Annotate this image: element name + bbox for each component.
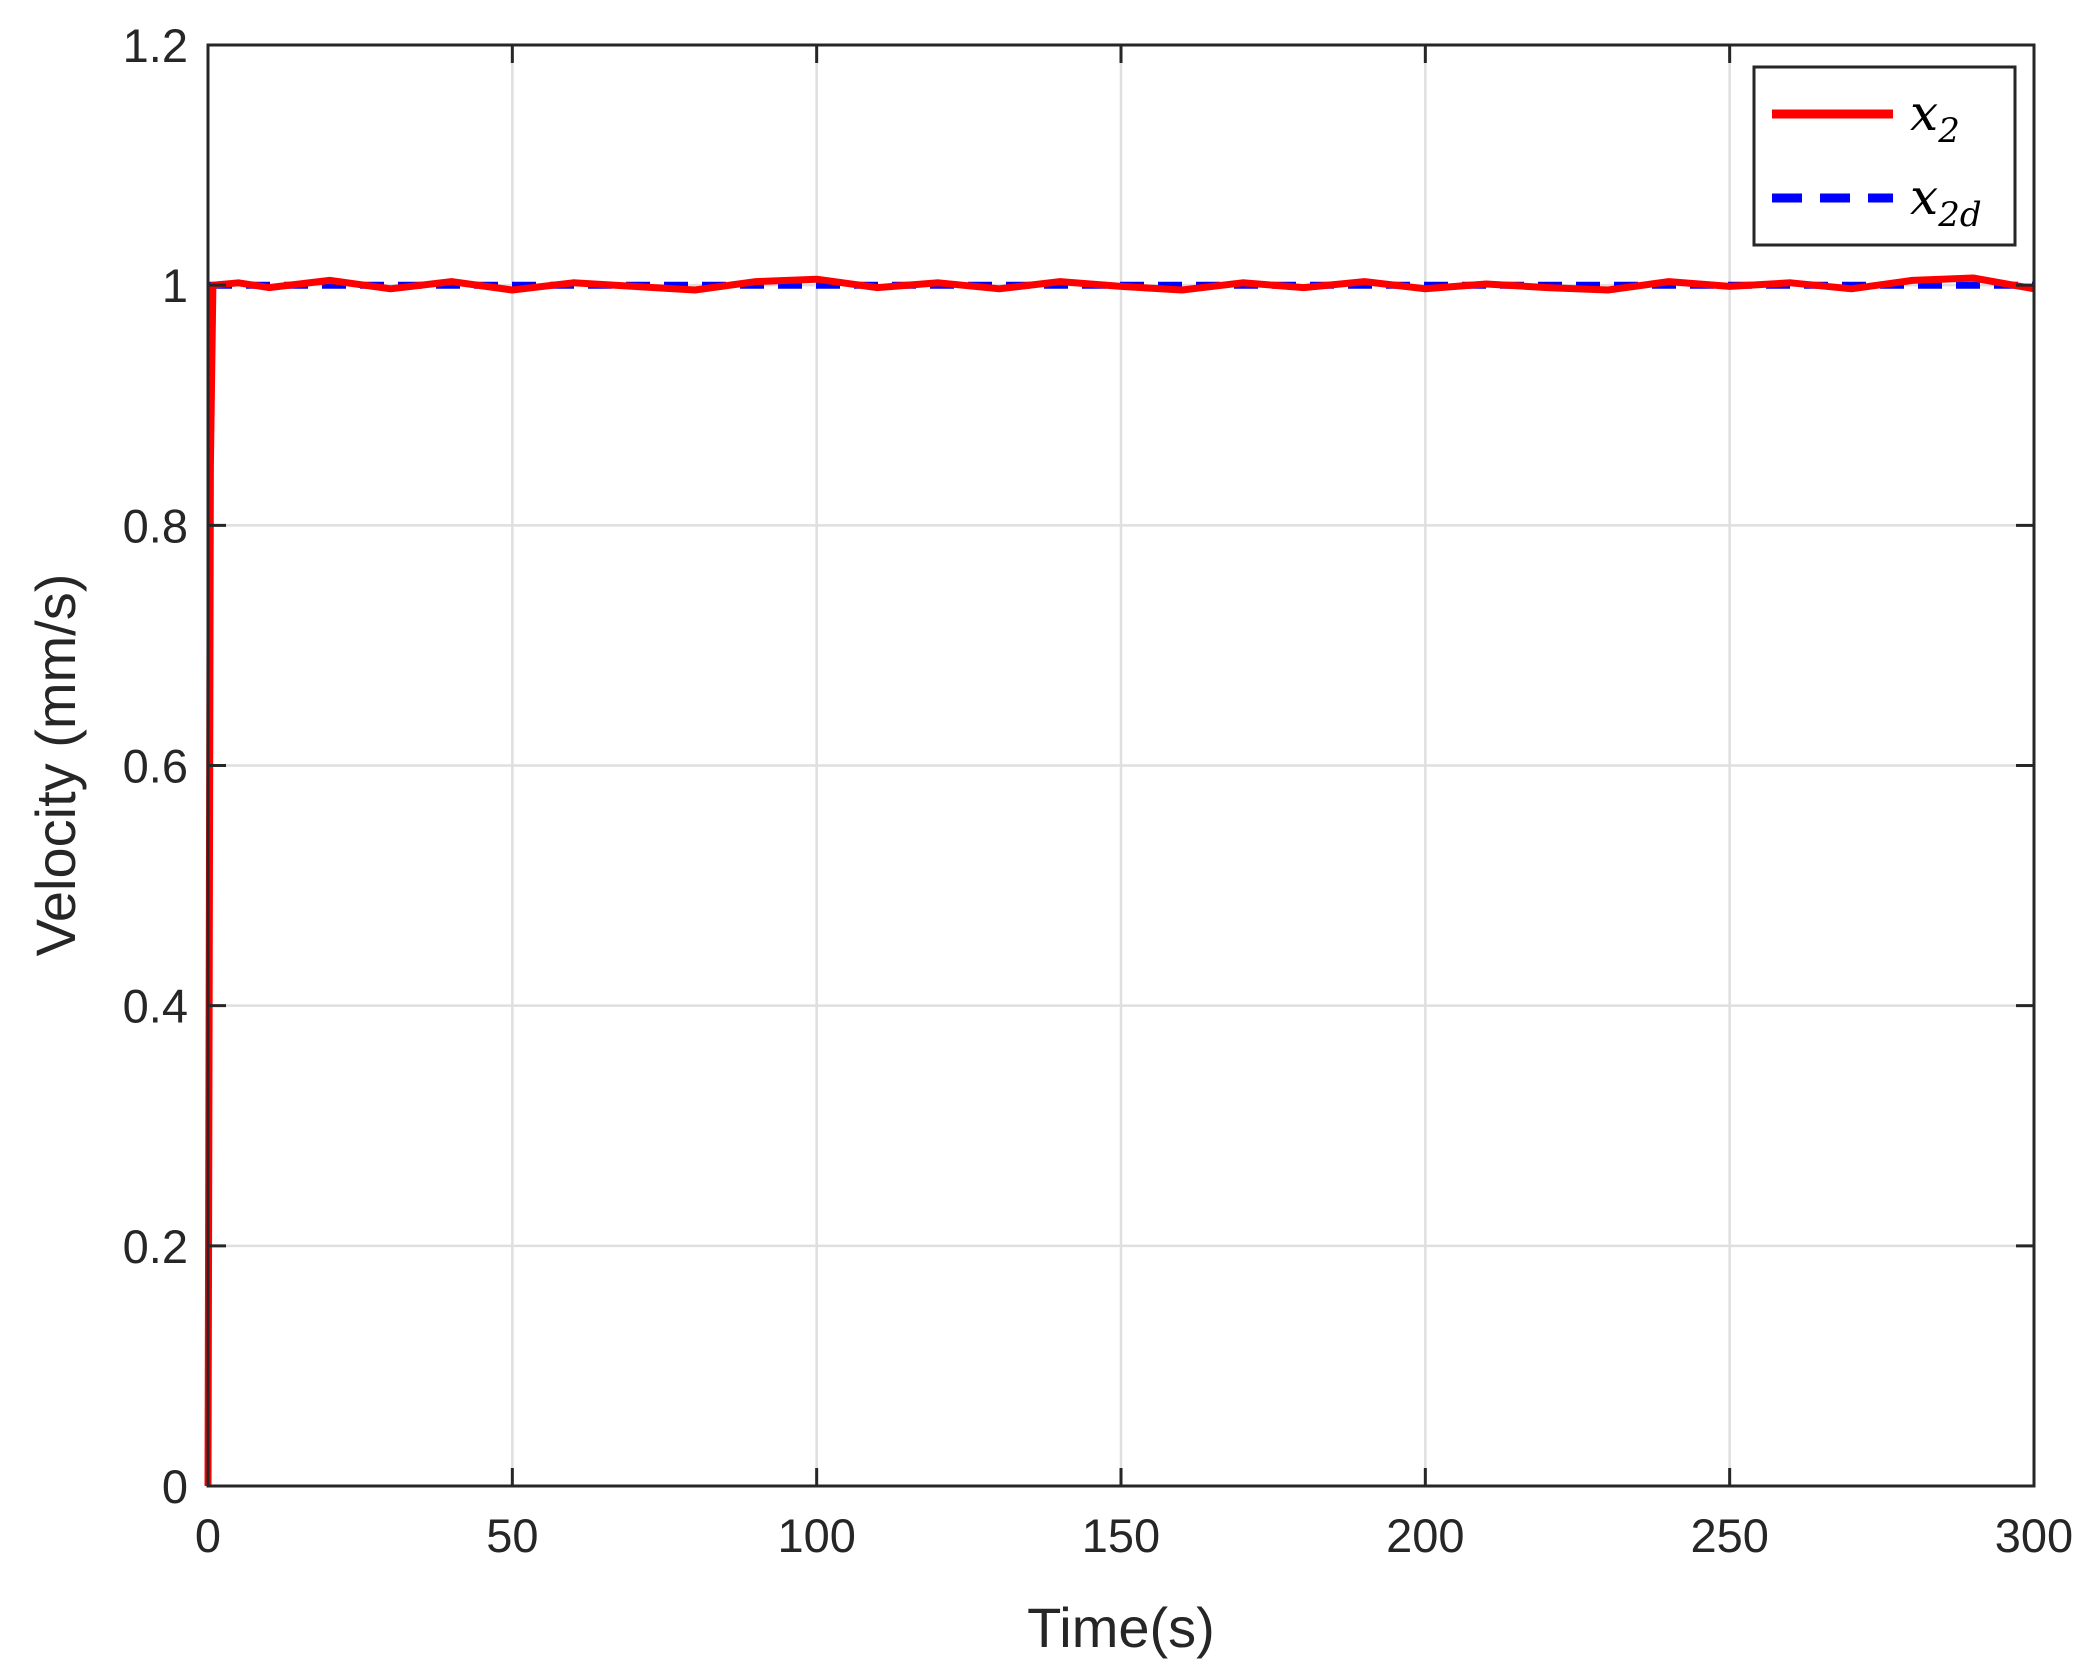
x-axis-title: Time(s) [1027, 1596, 1215, 1659]
series-line-x2 [204, 274, 2035, 1487]
legend-label-x2: x2 [1910, 84, 1960, 151]
x-tick-label: 150 [1082, 1509, 1160, 1562]
legend-label-x2d: x2d [1910, 168, 1982, 235]
y-tick-label: 0 [162, 1460, 188, 1513]
legend-label-x2-sub: 2 [1937, 111, 1960, 151]
y-tick-label: 1.2 [123, 19, 188, 72]
x-tick-labels: 0 50 100 150 200 250 300 [195, 1509, 2073, 1562]
y-tick-labels: 0 0.2 0.4 0.6 0.8 1 1.2 [123, 19, 188, 1513]
y-axis-title: Velocity (mm/s) [24, 574, 87, 957]
x-tick-label: 300 [1995, 1509, 2073, 1562]
series-lines [204, 274, 2035, 1487]
legend-label-x2d-base: x [1910, 168, 1938, 226]
legend-label-x2d-sub: 2d [1937, 195, 1981, 235]
y-tick-label: 0.6 [123, 740, 188, 793]
x-tick-label: 50 [486, 1509, 538, 1562]
y-tick-label: 0.8 [123, 499, 188, 552]
legend-box [1752, 65, 2017, 247]
x-tick-label: 250 [1690, 1509, 1768, 1562]
x-tick-label: 100 [777, 1509, 855, 1562]
y-tick-label: 0.4 [123, 980, 188, 1033]
tick-marks [206, 43, 2036, 1488]
y-tick-label: 1 [162, 259, 188, 312]
legend-label-x2-base: x [1910, 84, 1938, 142]
y-tick-label: 0.2 [123, 1220, 188, 1273]
legend: x2 x2d [1752, 65, 2017, 247]
x-tick-label: 0 [195, 1509, 221, 1562]
x-tick-label: 200 [1386, 1509, 1464, 1562]
